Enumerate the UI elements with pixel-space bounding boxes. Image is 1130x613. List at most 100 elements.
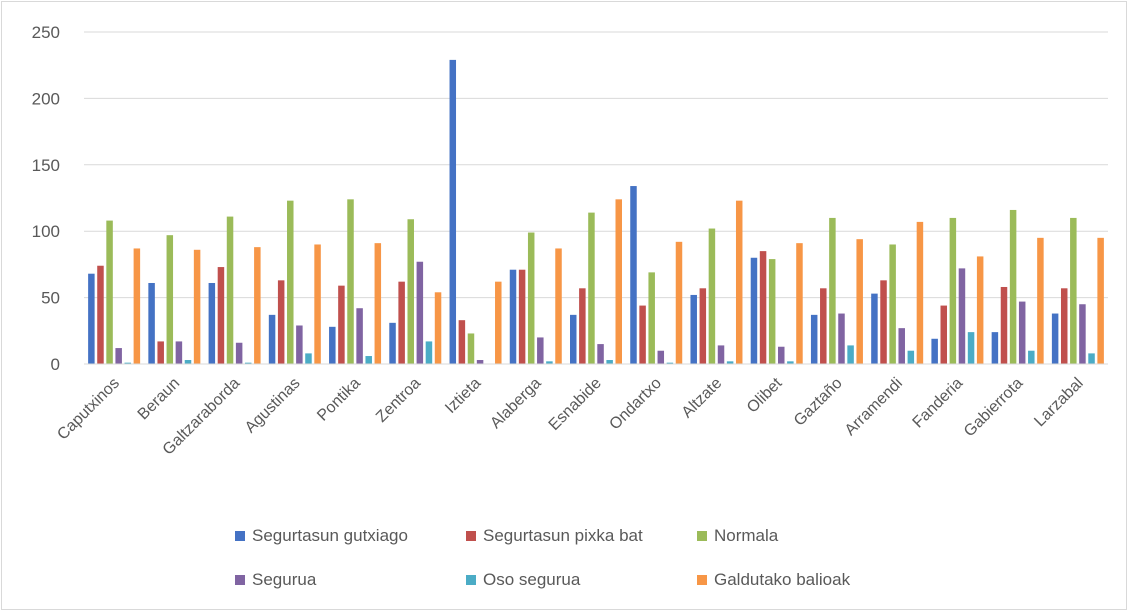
bar xyxy=(1060,288,1068,364)
bar xyxy=(254,247,261,364)
bar xyxy=(750,257,758,364)
y-tick-label: 0 xyxy=(51,355,60,374)
bar xyxy=(597,344,604,364)
x-tick-label: Olibet xyxy=(744,374,786,416)
legend-label: Segurtasun gutxiago xyxy=(252,526,408,545)
bar xyxy=(157,341,164,364)
bar xyxy=(1051,313,1059,364)
legend-label: Segurua xyxy=(252,570,317,589)
x-tick-label: Iztieta xyxy=(442,375,484,417)
bar xyxy=(820,288,827,364)
bar xyxy=(374,243,382,364)
bar xyxy=(124,362,132,364)
bar xyxy=(277,280,285,364)
bar xyxy=(208,282,216,364)
bar xyxy=(97,265,104,364)
bar xyxy=(365,356,372,364)
x-tick-label: Arramendi xyxy=(842,375,906,439)
bar xyxy=(949,217,957,364)
bar xyxy=(847,345,854,364)
bar xyxy=(193,249,201,364)
bar xyxy=(314,244,321,364)
bar xyxy=(880,280,887,364)
bar xyxy=(639,305,646,364)
bar xyxy=(1018,301,1026,364)
bar xyxy=(133,248,141,364)
bar xyxy=(407,219,414,364)
bar xyxy=(690,294,697,364)
bar xyxy=(148,282,155,364)
bar xyxy=(1079,304,1086,364)
legend-label: Galdutako balioak xyxy=(714,570,851,589)
bar xyxy=(810,314,818,364)
bar xyxy=(425,341,433,364)
bar xyxy=(648,272,655,364)
bar xyxy=(856,239,863,364)
bar xyxy=(537,337,544,364)
bar xyxy=(838,313,845,364)
bar xyxy=(615,199,622,364)
x-tick-label: Gaztaño xyxy=(791,375,846,430)
bar xyxy=(1000,286,1008,364)
bar xyxy=(871,293,878,364)
x-tick-label: Fanderia xyxy=(910,375,967,432)
bar xyxy=(88,273,95,364)
bar xyxy=(967,332,975,364)
bar xyxy=(217,267,225,364)
bar xyxy=(1037,237,1044,364)
bar xyxy=(940,305,948,364)
bar xyxy=(579,288,586,364)
y-tick-label: 50 xyxy=(41,289,60,308)
bar xyxy=(338,285,345,364)
x-tick-label: Altzate xyxy=(679,375,726,422)
bar xyxy=(449,59,457,364)
legend-swatch xyxy=(697,531,707,541)
bar xyxy=(699,288,707,364)
bar xyxy=(991,332,999,364)
bar xyxy=(768,259,776,364)
bar xyxy=(570,314,577,364)
y-tick-label: 150 xyxy=(32,156,60,175)
x-tick-label: Zentroa xyxy=(373,375,424,426)
bar xyxy=(916,221,924,364)
x-tick-label: Gabierrota xyxy=(961,375,1027,441)
bar xyxy=(244,362,252,364)
bar xyxy=(759,251,767,364)
bar xyxy=(675,241,683,364)
bar xyxy=(555,248,562,364)
bar xyxy=(976,256,984,364)
x-tick-label: Alaberga xyxy=(487,375,544,432)
bar xyxy=(356,308,363,364)
bar xyxy=(166,235,174,364)
x-tick-label: Caputxinos xyxy=(54,375,123,444)
bar xyxy=(907,350,915,364)
legend: Segurtasun gutxiago Segurtasun pixka bat N… xyxy=(235,526,851,589)
bar xyxy=(829,217,836,364)
bar xyxy=(296,325,303,364)
x-tick-label: Beraun xyxy=(135,375,184,424)
legend-swatch xyxy=(697,575,707,585)
bar xyxy=(467,333,475,364)
bar xyxy=(796,243,803,364)
legend-label: Normala xyxy=(714,526,779,545)
bar xyxy=(787,361,794,364)
bar xyxy=(931,338,938,364)
bar xyxy=(1097,237,1104,364)
bar xyxy=(434,292,442,364)
bar xyxy=(717,345,725,364)
bar xyxy=(546,361,553,364)
gridlines xyxy=(84,31,1108,299)
bar xyxy=(1028,350,1035,364)
legend-swatch xyxy=(466,575,476,585)
bar xyxy=(329,326,336,364)
bar xyxy=(347,199,354,364)
bar xyxy=(1070,217,1077,364)
bar xyxy=(1088,353,1095,364)
bar xyxy=(588,212,595,364)
legend-label: Oso segurua xyxy=(483,570,581,589)
y-axis-ticks: 0 50 100 150 200 250 xyxy=(32,23,60,374)
bar xyxy=(778,346,785,364)
bar xyxy=(1009,209,1017,364)
